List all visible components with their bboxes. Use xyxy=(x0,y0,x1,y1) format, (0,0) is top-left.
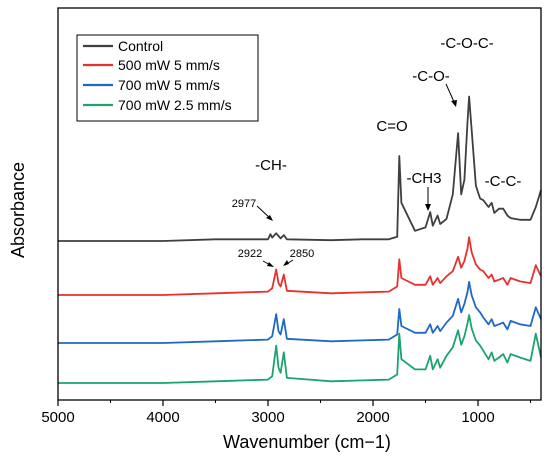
annotation-ch3: -CH3 xyxy=(406,170,441,187)
annotation-c-o-c: -C-O-C- xyxy=(440,35,493,52)
annotation-ch: -CH- xyxy=(255,157,287,174)
series-layer xyxy=(58,95,542,384)
legend-label-control: Control xyxy=(118,38,163,54)
tick-layer: 5000 4000 3000 2000 1000 xyxy=(41,400,531,426)
arrow-head-2850 xyxy=(283,260,289,266)
legend-label-500mw-5mms: 500 mW 5 mm/s xyxy=(118,57,220,73)
peak-label-2850: 2850 xyxy=(290,248,314,260)
arrow-head-2977 xyxy=(266,215,273,221)
x-tick-label: 3000 xyxy=(251,409,284,426)
x-tick-label: 5000 xyxy=(41,409,74,426)
legend: Control 500 mW 5 mm/s 700 mW 5 mm/s 700 … xyxy=(76,34,259,122)
arrow-head-2922 xyxy=(267,262,274,267)
legend-label-700mw-2-5mms: 700 mW 2.5 mm/s xyxy=(118,97,232,113)
x-axis-title: Wavenumber (cm−1) xyxy=(223,432,391,452)
series-line-3 xyxy=(58,314,542,384)
legend-label-700mw-5mms: 700 mW 5 mm/s xyxy=(118,77,220,93)
annotation-c-double-o: C=O xyxy=(376,118,407,135)
x-tick-label: 1000 xyxy=(461,409,494,426)
series-line-2 xyxy=(58,280,542,344)
arrow-heads xyxy=(266,100,457,267)
peak-label-2977: 2977 xyxy=(232,198,256,210)
series-line-0 xyxy=(58,95,542,242)
annotation-c-c: -C-C- xyxy=(485,173,522,190)
plot-area xyxy=(57,7,542,401)
annotation-c-o: -C-O- xyxy=(412,68,450,85)
series-line-1 xyxy=(58,236,542,296)
arrow-head-ch3 xyxy=(425,204,431,211)
y-axis-title: Absorbance xyxy=(8,162,28,258)
arrow-head-c-o xyxy=(451,100,457,107)
x-tick-label: 2000 xyxy=(356,409,389,426)
legend-box xyxy=(76,34,259,122)
peak-label-2922: 2922 xyxy=(238,248,262,260)
x-tick-label: 4000 xyxy=(146,409,179,426)
